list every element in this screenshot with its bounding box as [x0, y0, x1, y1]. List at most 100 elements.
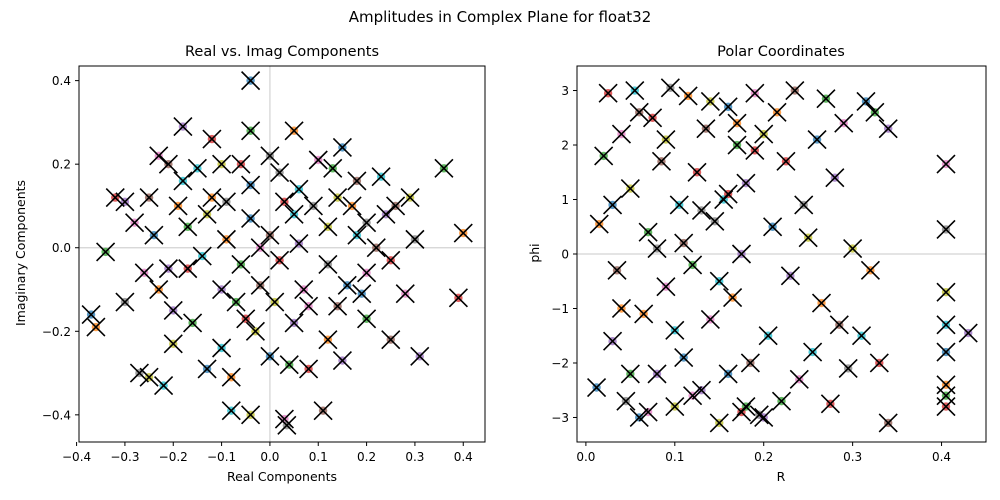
data-point-x-marker [611, 124, 632, 144]
data-point-x-marker [197, 359, 217, 379]
data-point-x-marker [212, 338, 232, 358]
data-point-x-marker [270, 162, 290, 183]
data-point-x-marker [197, 204, 217, 224]
y-tick-label: 3 [561, 84, 569, 98]
data-point-x-marker [789, 369, 809, 389]
data-point-x-marker [936, 282, 956, 302]
data-point-x-marker [674, 233, 694, 253]
data-point-x-marker [878, 119, 898, 139]
x-tick-label: 0.0 [576, 450, 595, 464]
data-point-x-marker [731, 244, 752, 264]
data-point-x-marker [221, 401, 241, 421]
data-point-x-marker [727, 113, 747, 133]
data-point-x-marker [656, 129, 676, 150]
data-point-x-marker [357, 309, 377, 329]
x-tick-label: 0.1 [309, 450, 328, 464]
data-point-x-marker [289, 179, 309, 199]
data-point-x-marker [758, 326, 778, 346]
data-point-x-marker [323, 158, 343, 178]
data-point-x-marker [745, 83, 765, 103]
data-point-x-marker [381, 330, 401, 350]
data-point-x-marker [352, 284, 372, 304]
data-point-x-marker [173, 171, 193, 191]
data-point-x-marker [616, 391, 636, 411]
data-point-x-marker [231, 254, 251, 275]
data-point-x-marker [865, 102, 885, 122]
data-point-x-marker [763, 217, 783, 237]
data-point-x-marker [807, 129, 827, 150]
data-point-x-marker [598, 83, 618, 103]
data-point-x-marker [241, 175, 261, 195]
data-point-x-marker [250, 238, 270, 258]
data-point-x-marker [328, 188, 348, 208]
data-point-x-marker [265, 292, 285, 312]
data-point-x-marker [843, 238, 863, 259]
data-point-x-marker [366, 238, 386, 258]
x-axis-label-real: Real Components [227, 469, 337, 484]
data-point-x-marker [820, 394, 840, 414]
y-tick-label: 0.2 [52, 158, 71, 172]
y-tick-label: 2 [561, 139, 569, 153]
data-point-x-marker [749, 405, 769, 425]
data-point-x-marker [740, 353, 760, 373]
y-tick-label: 0 [561, 248, 569, 262]
data-point-x-marker [313, 401, 333, 421]
data-point-x-marker [347, 171, 367, 191]
data-point-x-marker [936, 154, 956, 174]
data-point-x-marker [86, 317, 106, 337]
data-point-x-marker [163, 334, 183, 354]
data-point-x-marker [767, 102, 787, 122]
data-point-x-marker [678, 86, 698, 106]
data-point-x-marker [586, 377, 607, 398]
data-point-x-marker [260, 146, 280, 166]
data-point-x-marker [241, 71, 261, 91]
data-point-x-marker [410, 346, 430, 366]
x-tick-label: −0.3 [110, 450, 139, 464]
data-point-x-marker [936, 315, 956, 335]
x-tick-label: 0.2 [754, 450, 773, 464]
data-point-x-marker [936, 375, 956, 395]
data-point-x-marker [357, 263, 377, 283]
figure-title: Amplitudes in Complex Plane for float32 [349, 8, 652, 26]
data-point-x-marker [700, 309, 720, 329]
data-point-x-marker [856, 91, 876, 111]
data-point-x-marker [611, 298, 632, 319]
data-point-x-marker [709, 413, 729, 433]
data-point-x-marker [656, 277, 676, 297]
data-point-x-marker [691, 200, 712, 220]
data-point-x-marker [105, 188, 125, 208]
y-tick-label: −3 [551, 411, 569, 425]
data-point-x-marker [318, 254, 338, 275]
data-point-x-marker [629, 102, 649, 122]
data-point-x-marker [274, 192, 294, 212]
data-point-x-marker [736, 397, 756, 417]
data-point-x-marker [202, 188, 222, 208]
data-point-x-marker [173, 117, 193, 137]
data-point-x-marker [594, 146, 614, 166]
data-point-x-marker [241, 208, 261, 229]
y-axis-label-imag: Imaginary Components [13, 180, 28, 326]
data-point-x-marker [634, 304, 654, 324]
data-point-x-marker [212, 279, 232, 300]
data-point-x-marker [332, 350, 352, 371]
data-point-x-marker [289, 233, 309, 254]
x-tick-label: 0.3 [405, 450, 424, 464]
data-point-x-marker [386, 196, 406, 216]
data-point-x-marker [838, 358, 858, 379]
data-point-x-marker [274, 409, 294, 429]
data-point-x-marker [651, 151, 672, 171]
data-point-x-marker [700, 91, 720, 111]
data-point-x-marker [936, 386, 956, 406]
data-point-x-marker [115, 192, 135, 212]
data-point-x-marker [81, 305, 101, 325]
data-point-x-marker [115, 292, 135, 312]
data-point-x-marker [643, 108, 663, 128]
data-point-x-marker [647, 364, 667, 384]
data-point-x-marker [395, 284, 415, 304]
x-tick-label: −0.2 [159, 450, 188, 464]
data-point-x-marker [736, 173, 756, 193]
data-point-x-marker [958, 323, 978, 343]
data-point-x-marker [589, 214, 609, 234]
data-point-x-marker [718, 97, 738, 117]
data-point-x-marker [347, 225, 367, 245]
